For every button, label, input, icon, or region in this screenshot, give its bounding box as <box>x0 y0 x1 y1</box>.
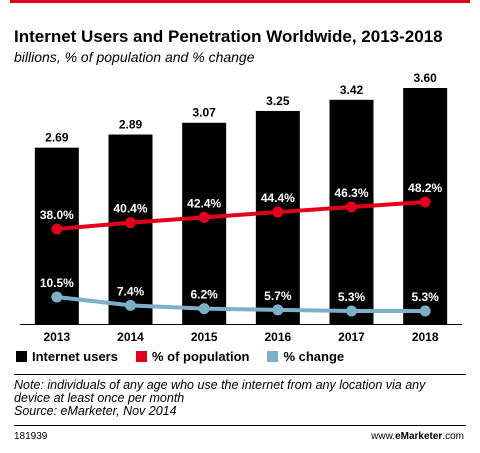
footer-divider <box>14 425 466 426</box>
bar-value-label-2018: 3.60 <box>413 71 437 85</box>
change-point-2015 <box>198 303 210 315</box>
legend-swatch-internet-users <box>16 350 27 362</box>
note-text: Note: individuals of any age who use the… <box>14 378 426 405</box>
change-label-2018: 5.3% <box>411 290 439 304</box>
brand-name: eMarketer <box>395 431 443 442</box>
legend-swatch-change <box>267 350 279 362</box>
population-label-2013: 38.0% <box>40 208 74 222</box>
population-point-2018 <box>419 196 431 208</box>
legend-item-internet-users: Internet users <box>16 349 118 364</box>
population-label-2016: 44.4% <box>261 191 295 205</box>
chart-legend: Internet users % of population % change <box>16 348 362 364</box>
chart-id: 181939 <box>14 431 48 442</box>
chart-note: Note: individuals of any age who use the… <box>14 379 464 418</box>
bar-value-label-2015: 3.07 <box>192 106 216 120</box>
change-label-2017: 5.3% <box>338 290 366 304</box>
population-point-2013 <box>51 223 63 235</box>
source-text: Source: eMarketer, Nov 2014 <box>14 404 177 418</box>
brand-prefix: www. <box>371 431 396 442</box>
bar-2014 <box>108 134 153 324</box>
chart-title: Internet Users and Penetration Worldwide… <box>14 27 443 46</box>
brand-link[interactable]: www.eMarketer.com <box>371 431 464 442</box>
population-label-2018: 48.2% <box>408 181 442 195</box>
legend-swatch-population <box>135 350 147 362</box>
population-point-2017 <box>346 201 357 213</box>
change-point-2018 <box>419 305 431 317</box>
population-label-2017: 46.3% <box>334 186 368 200</box>
legend-label-internet-users: Internet users <box>32 348 118 364</box>
population-point-2016 <box>272 206 284 218</box>
change-point-2016 <box>272 304 284 316</box>
change-label-2016: 5.7% <box>264 289 292 303</box>
x-tick-label-2017: 2017 <box>338 330 365 344</box>
legend-label-change: % change <box>283 348 345 364</box>
title-accent-bar <box>10 0 470 3</box>
brand-suffix: .com <box>442 431 464 442</box>
bar-2015 <box>182 122 227 324</box>
legend-item-change: % change <box>267 349 344 364</box>
legend-item-population: % of population <box>135 348 250 364</box>
change-point-2017 <box>346 305 357 317</box>
legend-label-population: % of population <box>151 348 250 364</box>
bar-value-label-2016: 3.25 <box>266 94 290 108</box>
population-label-2014: 40.4% <box>113 202 147 216</box>
change-line <box>54 295 428 313</box>
x-tick-label-2013: 2013 <box>43 330 70 344</box>
note-divider <box>14 374 466 375</box>
chart-area: 2.69 2.89 3.07 3.25 3.42 3.60 2013 2014 2015 2016… <box>20 71 462 344</box>
change-label-2014: 7.4% <box>117 284 145 298</box>
x-tick-label-2016: 2016 <box>264 330 291 344</box>
change-label-2013: 10.5% <box>40 276 74 290</box>
population-label-2015: 42.4% <box>187 196 221 210</box>
population-line <box>54 200 428 231</box>
population-point-2014 <box>125 217 136 229</box>
change-point-2014 <box>125 299 136 311</box>
x-tick-label-2015: 2015 <box>191 330 218 344</box>
change-label-2015: 6.2% <box>190 288 218 302</box>
chart-subtitle: billions, % of population and % change <box>14 49 255 65</box>
x-tick-label-2018: 2018 <box>412 330 439 344</box>
population-point-2015 <box>198 211 210 223</box>
change-point-2013 <box>51 291 63 303</box>
bar-value-label-2013: 2.69 <box>45 131 69 145</box>
bar-value-label-2017: 3.42 <box>340 83 364 97</box>
x-tick-label-2014: 2014 <box>117 330 144 344</box>
bar-value-label-2014: 2.89 <box>119 118 143 132</box>
